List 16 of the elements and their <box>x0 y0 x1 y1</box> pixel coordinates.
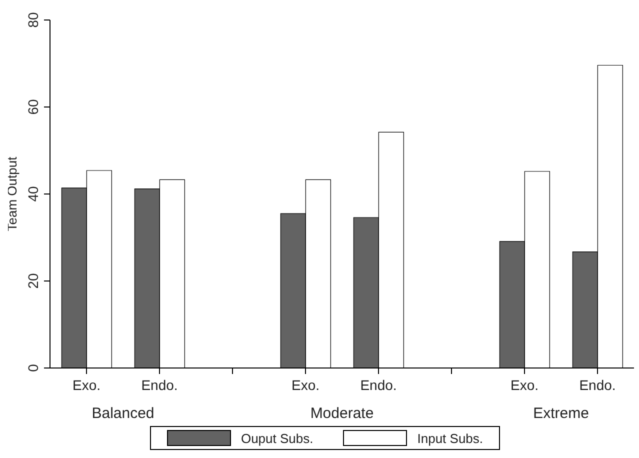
x-tick-label: Exo. <box>72 377 101 393</box>
x-tick-label: Exo. <box>291 377 320 393</box>
legend-label: Ouput Subs. <box>240 430 314 446</box>
y-tick-label: 0 <box>25 364 41 372</box>
x-tick-label: Endo. <box>141 377 178 393</box>
legend-label: Input Subs. <box>417 430 484 446</box>
x-tick-label: Endo. <box>360 377 397 393</box>
x-tick-label: Endo. <box>579 377 616 393</box>
x-tick-label: Exo. <box>510 377 539 393</box>
y-tick-label: 80 <box>25 12 41 28</box>
y-tick-label: 60 <box>25 99 41 115</box>
text: Extreme <box>533 405 589 422</box>
text: Moderate <box>310 405 374 422</box>
y-tick-label: 20 <box>25 273 41 289</box>
text: Balanced <box>92 405 154 422</box>
y-tick-label: 40 <box>25 186 41 202</box>
